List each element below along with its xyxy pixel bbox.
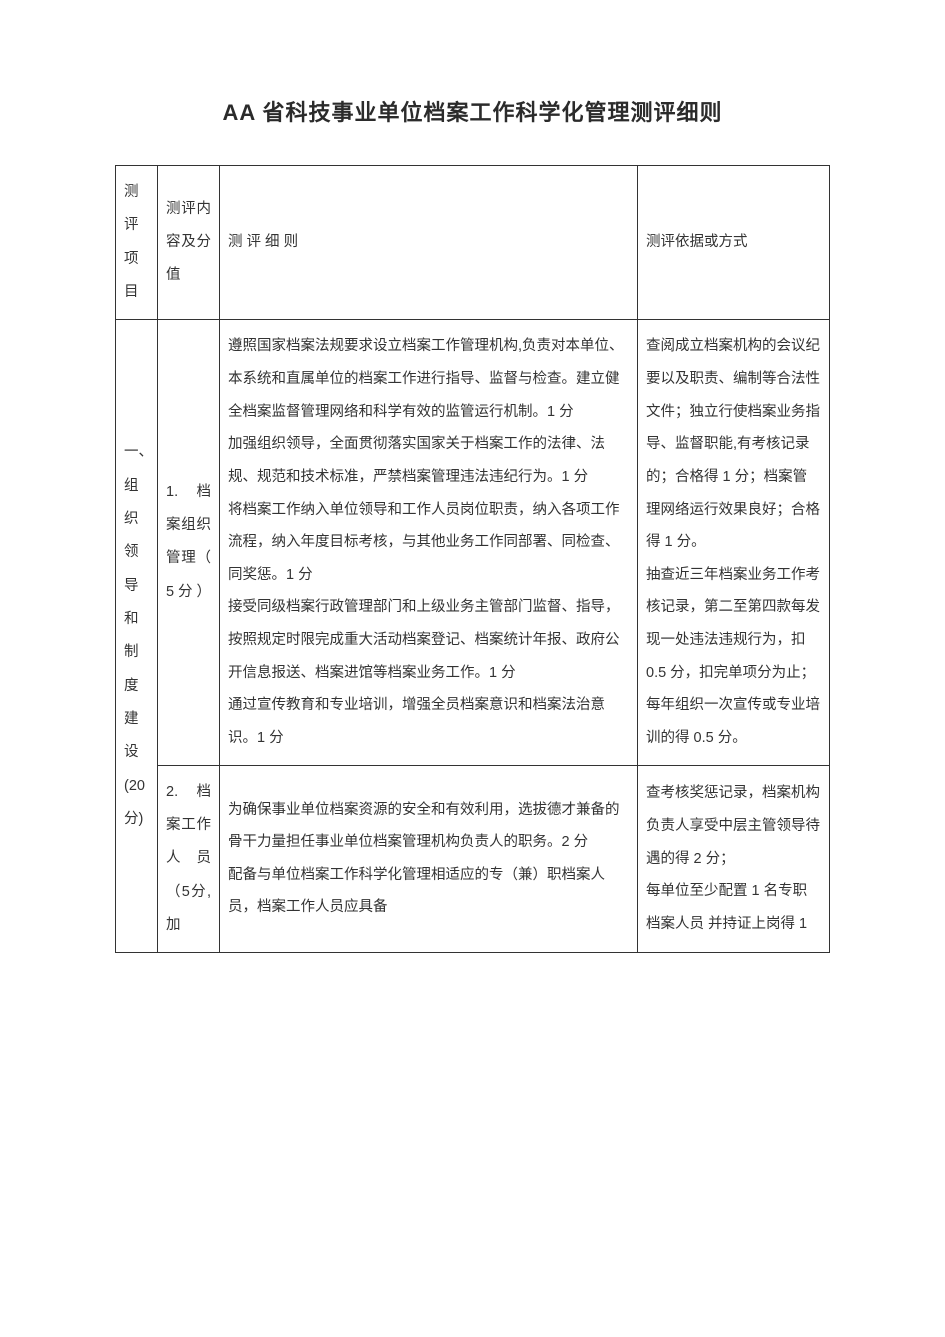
cell-content-2: 2. 档案工作人员（5分,加 [158, 765, 220, 953]
header-detail: 测 评 细 则 [220, 166, 638, 320]
cell-project-category: 一、组织领导和制度建设(20分) [116, 320, 158, 953]
table-header-row: 测评项目 测评内容及分值 测 评 细 则 测评依据或方式 [116, 166, 830, 320]
table-row: 一、组织领导和制度建设(20分) 1. 档案组织管理（ 5分） 遵照国家档案法规… [116, 320, 830, 765]
cell-basis-1: 查阅成立档案机构的会议纪要以及职责、编制等合法性文件；独立行使档案业务指导、监督… [638, 320, 830, 765]
header-basis: 测评依据或方式 [638, 166, 830, 320]
cell-detail-2: 为确保事业单位档案资源的安全和有效利用，选拔德才兼备的骨干力量担任事业单位档案管… [220, 765, 638, 953]
cell-detail-1: 遵照国家档案法规要求设立档案工作管理机构,负责对本单位、本系统和直属单位的档案工… [220, 320, 638, 765]
cell-basis-2: 查考核奖惩记录，档案机构负责人享受中层主管领导待遇的得 2 分；每单位至少配置 … [638, 765, 830, 953]
page-title: AA 省科技事业单位档案工作科学化管理测评细则 [115, 95, 830, 127]
header-content: 测评内容及分值 [158, 166, 220, 320]
header-project: 测评项目 [116, 166, 158, 320]
evaluation-table: 测评项目 测评内容及分值 测 评 细 则 测评依据或方式 一、组织领导和制度建设… [115, 165, 830, 953]
cell-content-1: 1. 档案组织管理（ 5分） [158, 320, 220, 765]
table-row: 2. 档案工作人员（5分,加 为确保事业单位档案资源的安全和有效利用，选拔德才兼… [116, 765, 830, 953]
